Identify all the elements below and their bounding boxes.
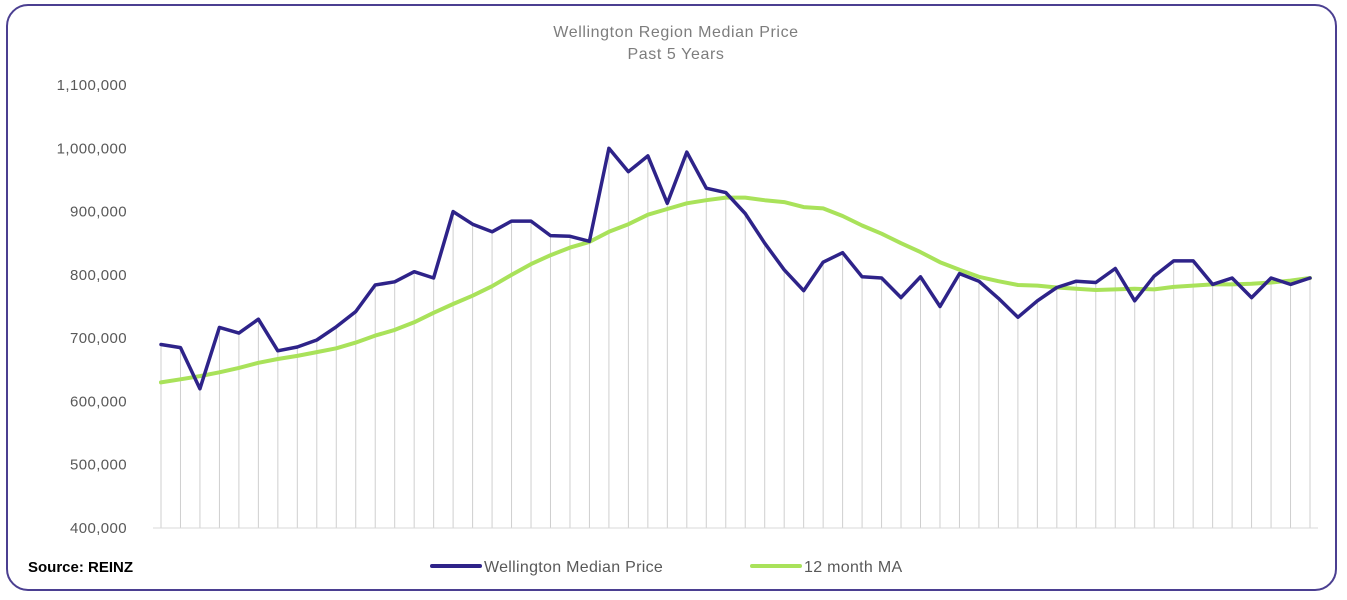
y-tick-label: 800,000: [70, 267, 127, 284]
series-line-median-price: [159, 146, 1312, 391]
series-layer: [159, 146, 1312, 391]
y-tick-label: 900,000: [70, 204, 127, 221]
legend-label-median: Wellington Median Price: [484, 559, 663, 576]
y-tick-label: 1,000,000: [57, 140, 127, 157]
series-line-12-month-ma: [159, 195, 1312, 385]
y-tick-label: 600,000: [70, 393, 127, 410]
source-note: Source: REINZ: [28, 559, 134, 576]
chart-title: Wellington Region Median Price: [553, 24, 798, 41]
legend: Wellington Median Price 12 month MA: [430, 559, 902, 576]
legend-label-ma: 12 month MA: [804, 559, 902, 576]
plot-stripes: [153, 148, 1318, 529]
y-tick-label: 700,000: [70, 330, 127, 347]
chart-subtitle: Past 5 Years: [627, 46, 724, 63]
y-tick-label: 1,100,000: [57, 77, 127, 94]
y-tick-label: 400,000: [70, 520, 127, 537]
y-axis: 400,000 500,000 600,000 700,000 800,000 900,0…: [57, 77, 127, 537]
y-tick-label: 500,000: [70, 457, 127, 474]
